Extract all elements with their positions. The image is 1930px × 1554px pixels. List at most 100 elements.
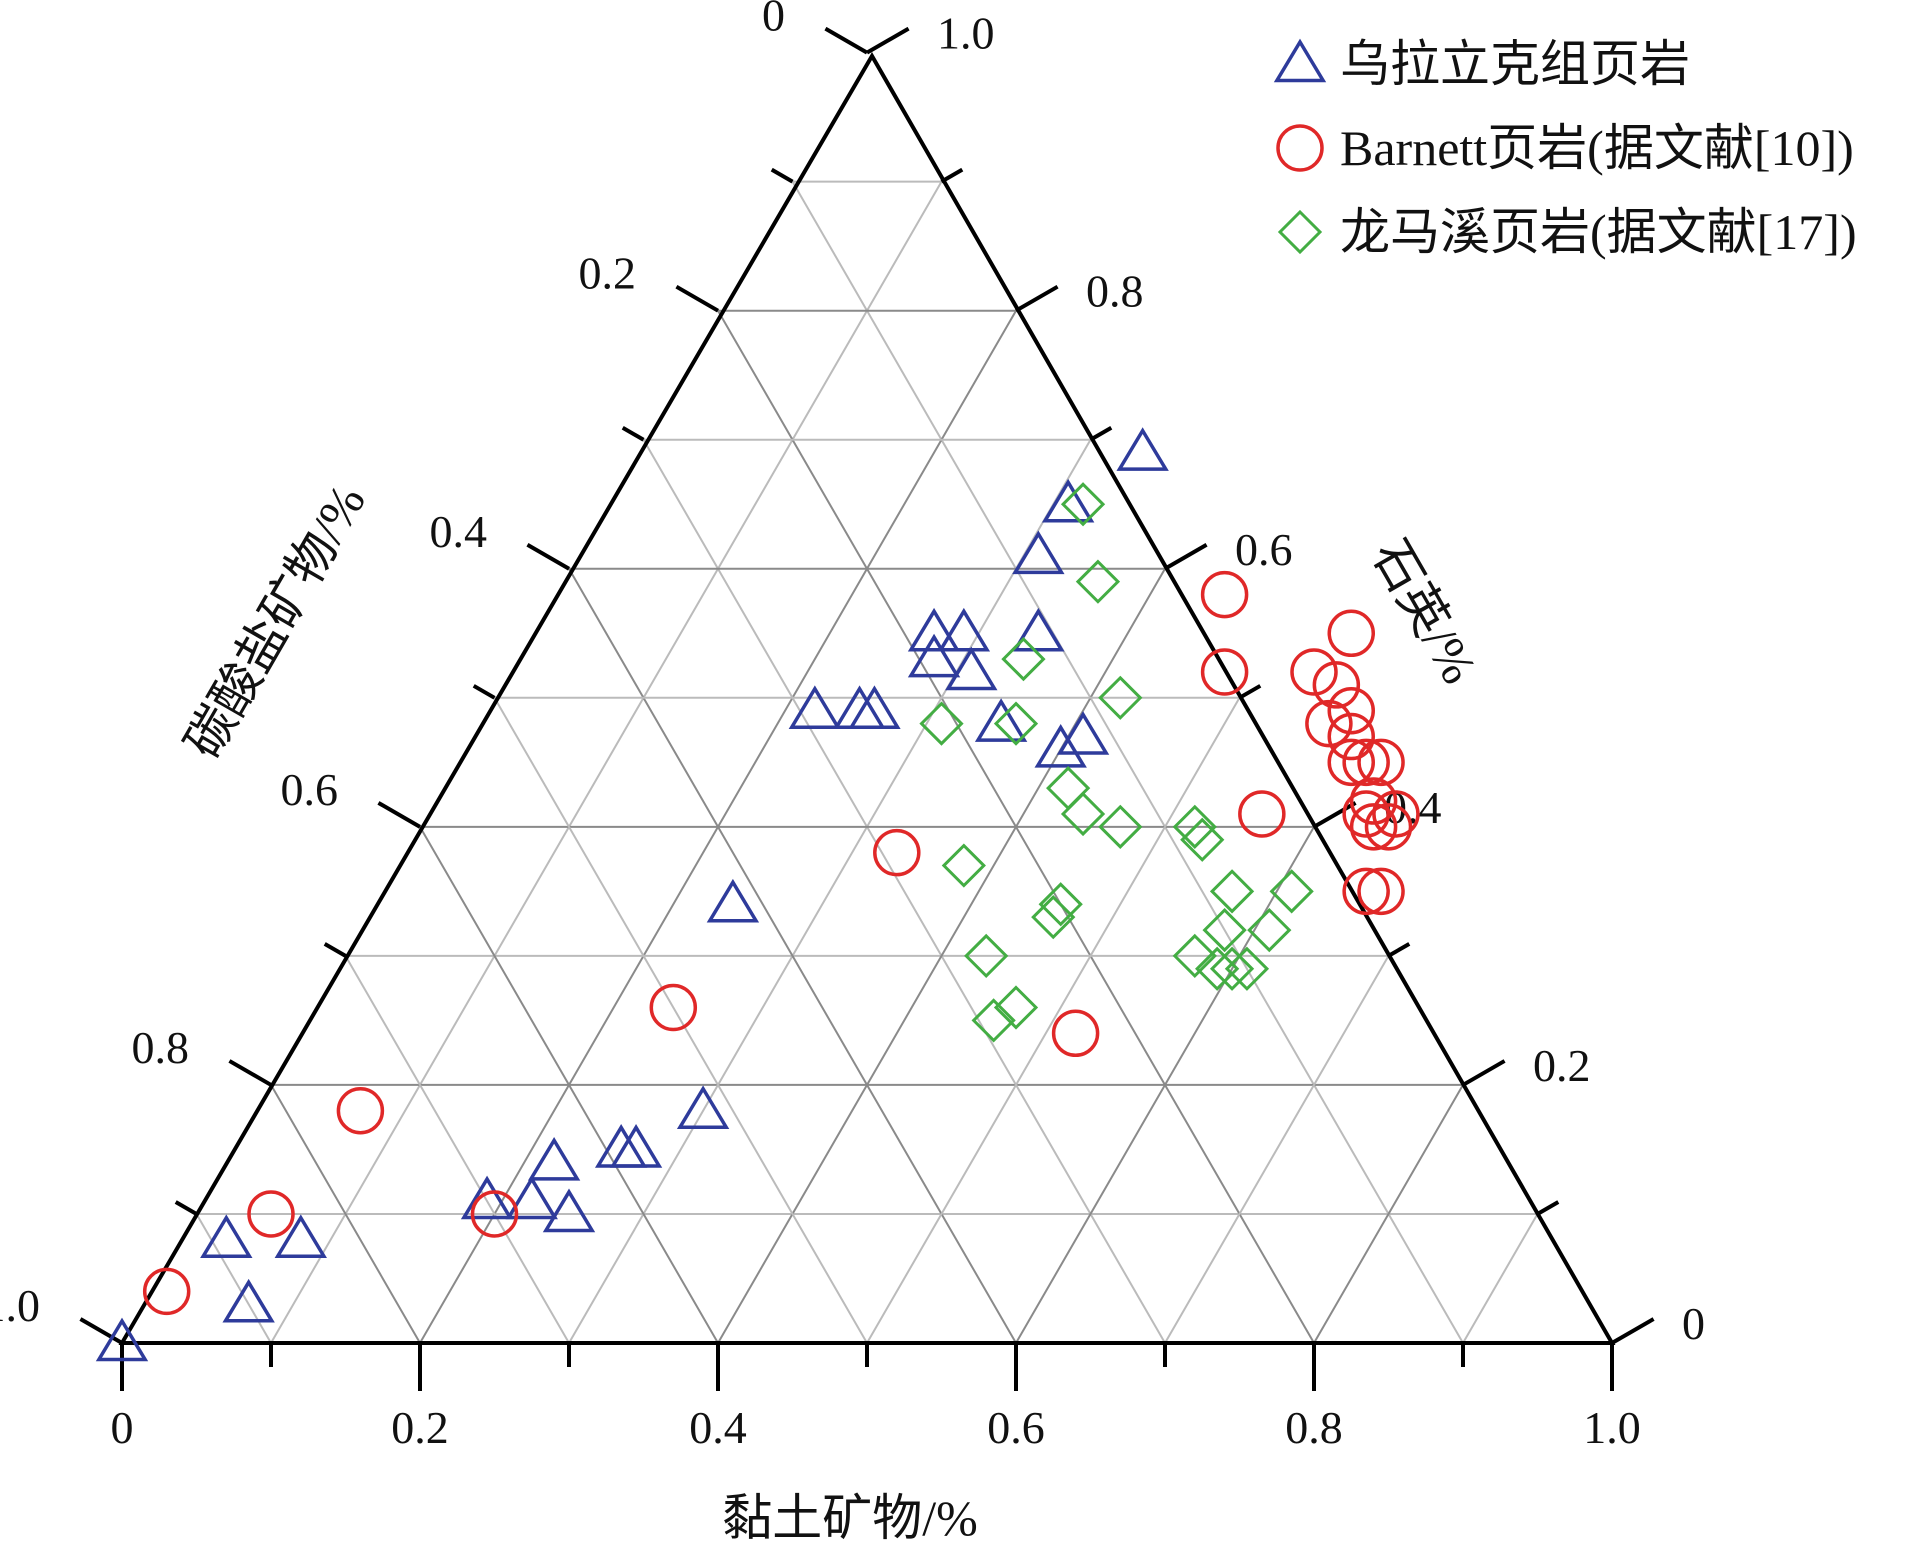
tick-label-right: 0.8 — [1086, 266, 1144, 317]
point-triangle — [527, 1136, 581, 1181]
point-circle — [1342, 867, 1390, 916]
point-triangle — [945, 646, 998, 691]
grid-line — [1462, 1213, 1539, 1344]
point-diamond — [1031, 895, 1076, 940]
tick-label-bottom: 0.6 — [987, 1402, 1045, 1453]
point-triangle — [542, 1188, 596, 1233]
point-circle — [1327, 609, 1375, 658]
point-circle — [1051, 1009, 1100, 1058]
point-diamond — [1098, 804, 1143, 849]
tick-left — [174, 1200, 198, 1216]
point-triangle — [907, 607, 961, 652]
point-circle — [1290, 648, 1338, 696]
point-triangle — [974, 698, 1028, 742]
grid-line — [344, 955, 570, 1344]
grid-line — [270, 1084, 421, 1344]
tick-right — [1387, 942, 1411, 958]
legend-label: 龙马溪页岩(据文献[17]) — [1340, 204, 1857, 260]
tick-label-left: 0.8 — [132, 1022, 190, 1073]
tick-right — [1312, 801, 1357, 829]
point-circle — [649, 983, 698, 1032]
point-triangle — [95, 1317, 149, 1362]
grid — [195, 180, 1539, 1344]
tick-label-bottom: 0.4 — [689, 1402, 747, 1453]
tick-label-right: 0.6 — [1235, 524, 1293, 575]
point-diamond — [964, 933, 1009, 979]
point-diamond — [919, 701, 964, 746]
point-triangle — [706, 878, 760, 923]
axis-ticks: 00 1.00.20.2 0.80.40.4 0.60.60.6 0.40.80.8 0.… — [0, 0, 1705, 1453]
point-triangle — [1034, 724, 1087, 768]
point-diamond — [1046, 766, 1091, 811]
point-circle — [1327, 686, 1375, 735]
grid-line — [1164, 955, 1390, 1344]
point-diamond — [941, 843, 986, 888]
point-circle — [1238, 790, 1286, 838]
grid-line — [270, 181, 943, 1344]
grid-line — [493, 697, 868, 1344]
tick-label-right: 1.0 — [937, 8, 995, 59]
point-circle — [1342, 738, 1390, 787]
point-diamond — [971, 998, 1016, 1043]
point-circle — [470, 1190, 519, 1238]
point-triangle — [1012, 530, 1065, 575]
point-diamond — [1269, 869, 1314, 914]
point-triangle — [222, 1278, 275, 1323]
point-diamond — [1209, 869, 1255, 914]
tick-label-bottom: 1.0 — [1583, 1402, 1641, 1453]
tick-left — [526, 543, 571, 571]
point-triangle — [907, 633, 961, 678]
tick-left — [323, 942, 347, 958]
grid-line — [866, 697, 1241, 1344]
point-diamond — [1209, 946, 1255, 991]
point-circle — [1357, 738, 1405, 787]
point-diamond — [1224, 946, 1270, 991]
tick-right — [1089, 426, 1113, 442]
point-triangle — [833, 685, 886, 729]
point-circle — [1364, 803, 1413, 851]
grid-line — [419, 826, 719, 1344]
grid-line — [1313, 1084, 1464, 1344]
tick-right — [1461, 1059, 1506, 1087]
legend-marker-diamond — [1277, 209, 1323, 255]
tick-label-right: 0.2 — [1533, 1040, 1591, 1091]
point-diamond — [1060, 482, 1106, 527]
tick-label-left: 0.6 — [281, 764, 339, 815]
point-diamond — [1172, 804, 1217, 849]
data-points — [95, 427, 1420, 1362]
point-circle — [1357, 867, 1405, 916]
tick-label-left: 1.0 — [0, 1280, 40, 1331]
tick-label-left: 0 — [762, 0, 785, 41]
point-circle — [1372, 790, 1420, 838]
point-circle — [1349, 803, 1398, 851]
axis-label-quartz: 石英/% — [1362, 530, 1488, 693]
point-circle — [247, 1190, 295, 1238]
point-triangle — [676, 1085, 730, 1129]
point-triangle — [788, 685, 842, 729]
tick-left — [79, 1317, 124, 1345]
point-diamond — [1247, 907, 1292, 953]
grid-line — [568, 439, 1092, 1344]
point-triangle — [505, 1175, 558, 1220]
legend-marker-triangle — [1273, 38, 1327, 83]
point-diamond — [1195, 946, 1240, 991]
tick-label-bottom: 0 — [111, 1402, 134, 1453]
tick-label-bottom: 0.2 — [391, 1402, 449, 1453]
grid-line — [642, 439, 1166, 1344]
tick-right — [940, 167, 964, 184]
point-diamond — [1075, 559, 1121, 604]
tick-label-bottom: 0.8 — [1285, 1402, 1343, 1453]
legend-label: Barnett页岩(据文献[10]) — [1340, 120, 1854, 176]
legend-marker-circle — [1276, 124, 1324, 172]
tick-left — [675, 284, 720, 313]
point-circle — [873, 828, 921, 877]
tick-right — [1610, 1317, 1655, 1345]
tick-right — [1536, 1200, 1560, 1216]
point-circle — [1200, 648, 1249, 696]
legend-label: 乌拉立克组页岩 — [1340, 36, 1690, 92]
tick-right — [865, 26, 910, 55]
point-diamond — [993, 985, 1039, 1030]
point-circle — [1327, 712, 1375, 761]
point-triangle — [609, 1124, 663, 1168]
